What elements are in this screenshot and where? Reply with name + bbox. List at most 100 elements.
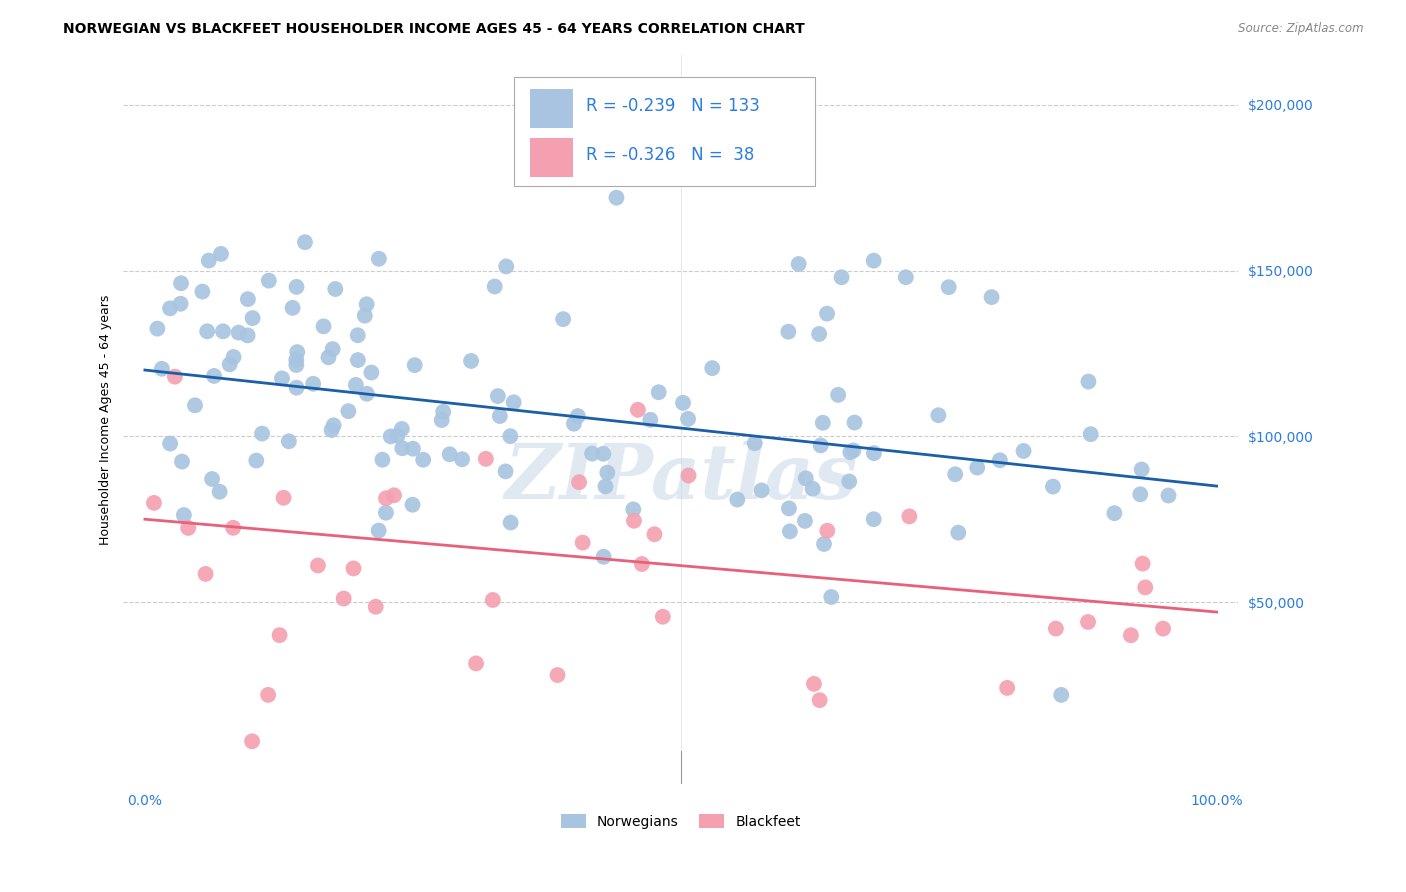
Point [195,324,218,338]
Point [811,416,834,430]
Point [927,408,949,422]
Point [794,471,817,485]
Point [1042,479,1064,493]
Text: Source: ZipAtlas.com: Source: ZipAtlas.com [1239,22,1364,36]
Point [502,395,524,409]
Point [347,353,370,368]
Point [228,326,250,340]
Point [212,324,235,338]
Point [1135,581,1157,595]
Point [346,328,368,343]
Point [647,385,669,400]
Point [808,693,831,707]
Point [236,292,259,306]
Point [159,301,181,316]
Point [191,285,214,299]
Point [894,270,917,285]
Point [240,734,263,748]
Text: R = -0.326   N =  38: R = -0.326 N = 38 [586,146,755,164]
Point [177,521,200,535]
Point [201,472,224,486]
Point [360,366,382,380]
Point [793,514,815,528]
Point [1119,628,1142,642]
Point [495,260,517,274]
Point [813,537,835,551]
Point [640,413,662,427]
Point [827,388,849,402]
Point [302,376,325,391]
Point [273,491,295,505]
Point [815,524,838,538]
Point [404,358,426,372]
Point [571,535,593,549]
Point [430,413,453,427]
Point [285,381,308,395]
Point [995,681,1018,695]
Point [831,270,853,285]
Point [170,277,193,291]
Legend: Norwegians, Blackfeet: Norwegians, Blackfeet [554,807,808,836]
Point [484,279,506,293]
Point [966,460,988,475]
Point [375,491,398,506]
Point [322,418,344,433]
Point [159,436,181,450]
Point [1104,506,1126,520]
Point [364,599,387,614]
Point [486,389,509,403]
Point [432,405,454,419]
Point [943,467,966,482]
Point [839,445,862,459]
Point [779,524,801,539]
Point [184,398,207,412]
Point [838,475,860,489]
Point [323,282,346,296]
Point [222,350,245,364]
Point [482,593,505,607]
Point [488,409,510,423]
Point [451,452,474,467]
Point [356,386,378,401]
Point [236,328,259,343]
Point [475,451,498,466]
Point [380,429,402,443]
Point [218,357,240,371]
Point [1130,462,1153,476]
Point [202,368,225,383]
Point [1080,427,1102,442]
Point [725,492,748,507]
Point [143,496,166,510]
Point [271,371,294,385]
Point [547,668,569,682]
Point [344,378,367,392]
Point [605,191,627,205]
Point [595,479,617,493]
Point [285,280,308,294]
Point [250,426,273,441]
Point [778,325,800,339]
Point [169,297,191,311]
Point [898,509,921,524]
Point [592,549,614,564]
Point [367,524,389,538]
Point [808,326,831,341]
Point [744,436,766,450]
Point [637,154,659,169]
Point [208,484,231,499]
Point [342,561,364,575]
Point [1152,622,1174,636]
Point [439,447,461,461]
Point [803,677,825,691]
Point [778,501,800,516]
Point [623,514,645,528]
Point [1132,557,1154,571]
Point [651,609,673,624]
Point [627,402,650,417]
Point [499,516,522,530]
Point [209,247,232,261]
Point [412,452,434,467]
Point [374,506,396,520]
Point [592,447,614,461]
Point [257,274,280,288]
